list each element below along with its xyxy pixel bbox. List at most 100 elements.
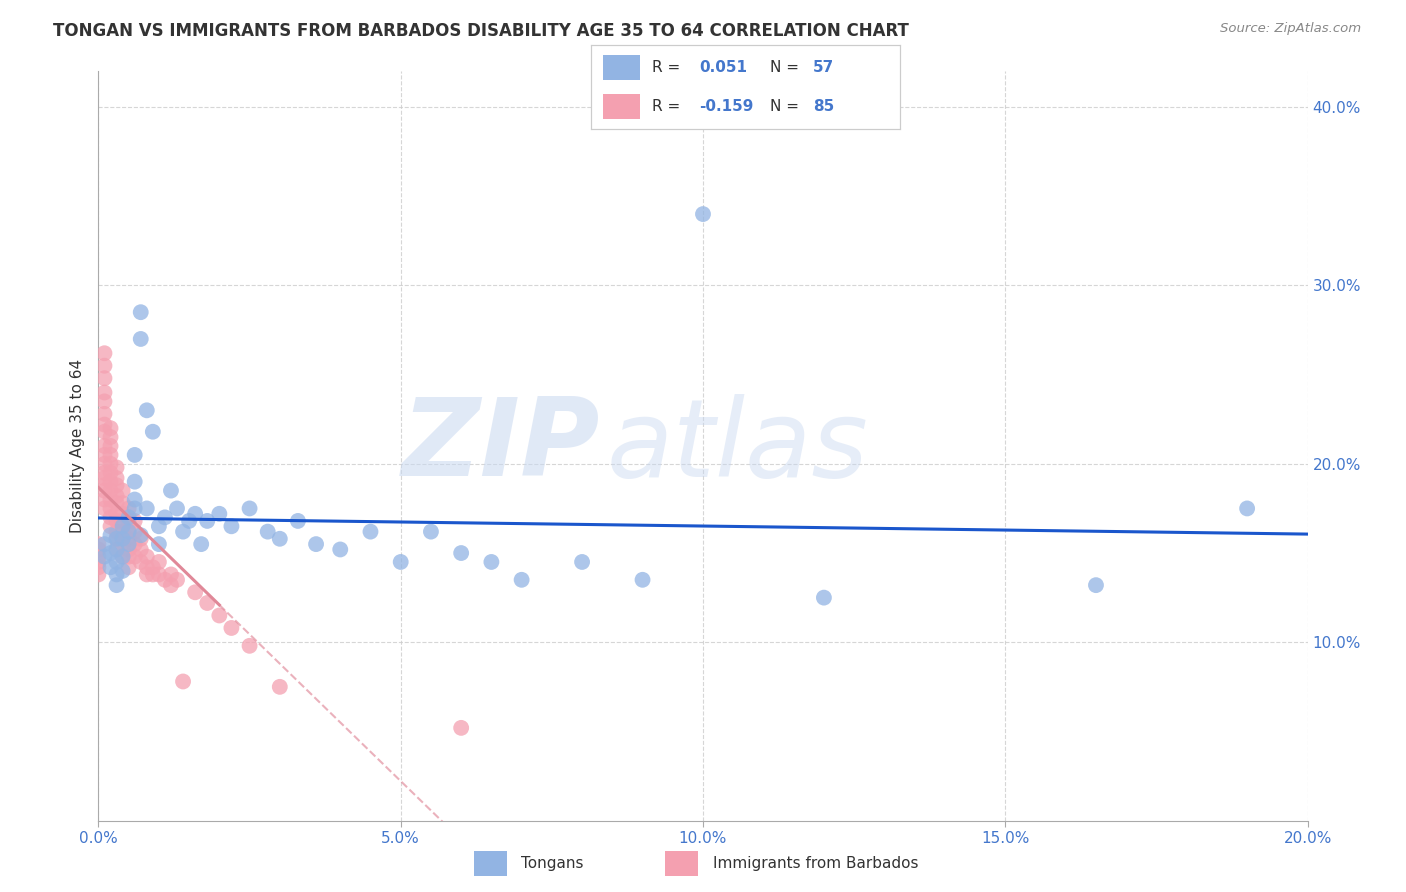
Point xyxy=(111,524,134,539)
Point xyxy=(124,524,146,539)
Point xyxy=(135,560,157,574)
Text: atlas: atlas xyxy=(606,393,868,499)
Text: N =: N = xyxy=(770,60,804,75)
Point xyxy=(105,542,128,557)
Point xyxy=(111,483,134,498)
Bar xyxy=(603,94,640,120)
Point xyxy=(105,555,128,569)
Point xyxy=(813,591,835,605)
Point xyxy=(100,483,122,498)
Point xyxy=(100,457,122,471)
Point xyxy=(195,596,218,610)
Point xyxy=(111,537,134,551)
Bar xyxy=(665,851,699,876)
Point xyxy=(692,207,714,221)
Point xyxy=(100,560,122,574)
Point xyxy=(100,510,122,524)
Point xyxy=(105,478,128,492)
Point xyxy=(100,448,122,462)
Text: ZIP: ZIP xyxy=(402,393,600,499)
Text: Tongans: Tongans xyxy=(522,856,583,871)
Point xyxy=(105,567,128,582)
Point xyxy=(93,407,115,421)
Point xyxy=(111,549,134,564)
Point xyxy=(195,514,218,528)
Point xyxy=(100,430,122,444)
Text: -0.159: -0.159 xyxy=(699,99,754,114)
Point xyxy=(135,567,157,582)
Point xyxy=(87,542,110,557)
Point xyxy=(142,567,165,582)
Point xyxy=(87,567,110,582)
Point xyxy=(135,403,157,417)
Point xyxy=(118,532,141,546)
Point xyxy=(153,573,176,587)
Point xyxy=(100,501,122,516)
Point xyxy=(124,492,146,507)
Point xyxy=(305,537,328,551)
Point xyxy=(124,475,146,489)
Point xyxy=(93,549,115,564)
Point xyxy=(111,532,134,546)
Point xyxy=(221,519,243,533)
Point xyxy=(105,532,128,546)
Point xyxy=(87,537,110,551)
Point xyxy=(105,532,128,546)
Point xyxy=(100,492,122,507)
Point xyxy=(129,542,152,557)
Text: R =: R = xyxy=(652,99,686,114)
Point xyxy=(111,507,134,521)
Point xyxy=(105,460,128,475)
Point xyxy=(129,532,152,546)
Point xyxy=(100,519,122,533)
Point xyxy=(208,608,231,623)
Point xyxy=(118,524,141,539)
Point xyxy=(166,573,188,587)
Point xyxy=(360,524,382,539)
Text: 0.051: 0.051 xyxy=(699,60,747,75)
Text: Source: ZipAtlas.com: Source: ZipAtlas.com xyxy=(1220,22,1361,36)
Point xyxy=(93,457,115,471)
Point xyxy=(221,621,243,635)
Point xyxy=(111,564,134,578)
Point xyxy=(118,549,141,564)
Point xyxy=(93,359,115,373)
Bar xyxy=(474,851,508,876)
Point xyxy=(420,524,443,539)
Point xyxy=(100,546,122,560)
Point xyxy=(105,489,128,503)
Point xyxy=(93,417,115,432)
Point xyxy=(93,537,115,551)
Point xyxy=(100,475,122,489)
Point xyxy=(93,394,115,409)
Point xyxy=(287,514,309,528)
Point xyxy=(118,501,141,516)
Point xyxy=(93,471,115,485)
Text: N =: N = xyxy=(770,99,804,114)
Text: 57: 57 xyxy=(813,60,835,75)
Point xyxy=(166,501,188,516)
Point xyxy=(160,578,183,592)
Point xyxy=(105,514,128,528)
Text: R =: R = xyxy=(652,60,686,75)
Point xyxy=(148,537,170,551)
Point xyxy=(93,439,115,453)
Point xyxy=(105,471,128,485)
Point xyxy=(208,507,231,521)
Point xyxy=(118,560,141,574)
Point xyxy=(450,721,472,735)
Text: 85: 85 xyxy=(813,99,835,114)
Point xyxy=(239,501,262,516)
Point xyxy=(510,573,533,587)
Point xyxy=(1236,501,1258,516)
Point xyxy=(93,501,115,516)
Point xyxy=(93,478,115,492)
Point xyxy=(631,573,654,587)
Point xyxy=(124,537,146,551)
Point xyxy=(100,439,122,453)
Point xyxy=(135,549,157,564)
Point xyxy=(87,555,110,569)
Point xyxy=(105,507,128,521)
Point xyxy=(389,555,412,569)
Point xyxy=(153,510,176,524)
